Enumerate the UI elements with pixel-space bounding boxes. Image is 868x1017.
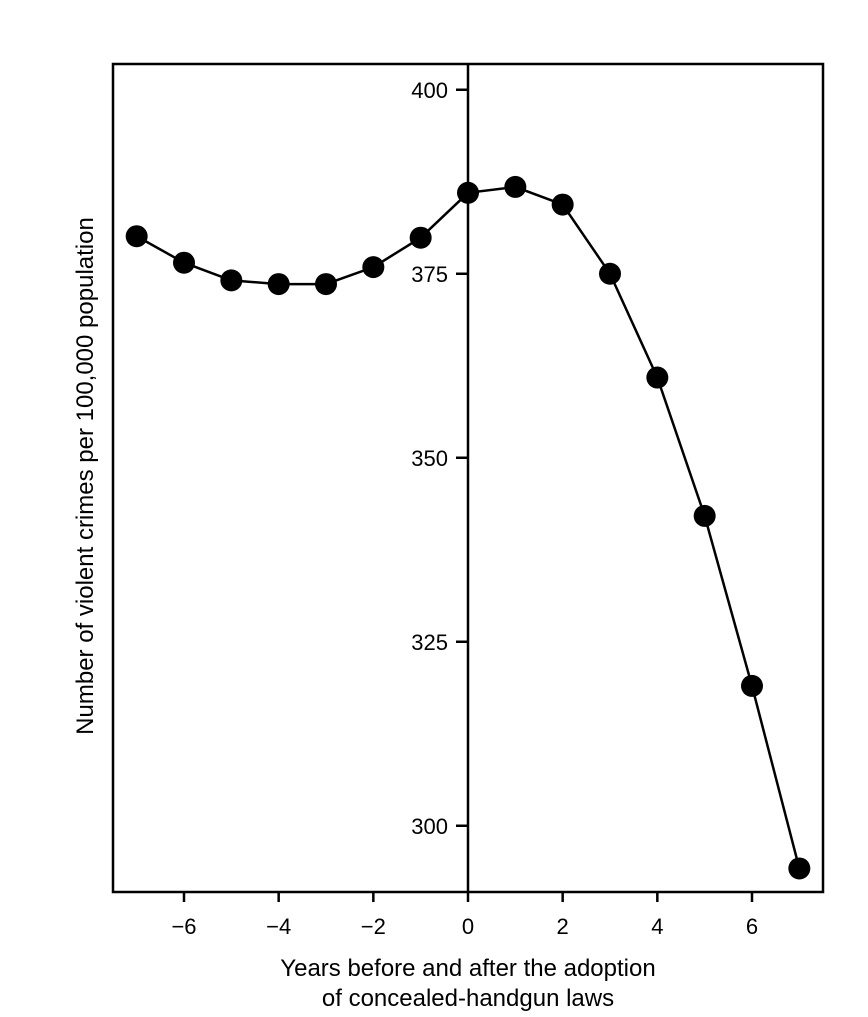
x-axis-title-line1: Years before and after the adoption <box>280 955 655 982</box>
data-point <box>646 366 669 389</box>
y-tick-label: 400 <box>411 78 448 103</box>
data-point <box>693 504 716 527</box>
data-point <box>267 273 290 296</box>
x-tick-label: 0 <box>462 914 474 939</box>
x-tick-label: −4 <box>266 914 291 939</box>
data-point <box>362 256 385 279</box>
data-point <box>173 251 195 274</box>
x-tick-label: 6 <box>746 914 758 939</box>
x-axis-ticks: −6 −4 −2 0 2 4 6 <box>171 892 758 939</box>
data-point <box>125 225 148 248</box>
data-point <box>788 857 811 880</box>
data-point <box>220 269 243 292</box>
y-tick-label: 325 <box>411 630 448 655</box>
x-tick-label: −2 <box>361 914 386 939</box>
y-axis-ticks: 300 325 350 375 400 <box>411 78 468 839</box>
x-axis-title-line2: of concealed-handgun laws <box>322 985 614 1012</box>
y-tick-label: 375 <box>411 262 448 287</box>
data-points <box>125 175 811 880</box>
data-point <box>315 273 337 296</box>
data-point <box>741 674 763 697</box>
data-point <box>551 193 574 216</box>
y-tick-label: 300 <box>411 814 448 839</box>
x-tick-label: −6 <box>171 914 196 939</box>
data-point <box>504 175 527 198</box>
data-point <box>457 181 479 204</box>
x-tick-label: 4 <box>651 914 663 939</box>
y-axis-title: Number of violent crimes per 100,000 pop… <box>72 217 99 735</box>
data-point <box>599 262 621 285</box>
data-point <box>409 226 432 249</box>
y-tick-label: 350 <box>411 446 448 471</box>
x-tick-label: 2 <box>557 914 569 939</box>
